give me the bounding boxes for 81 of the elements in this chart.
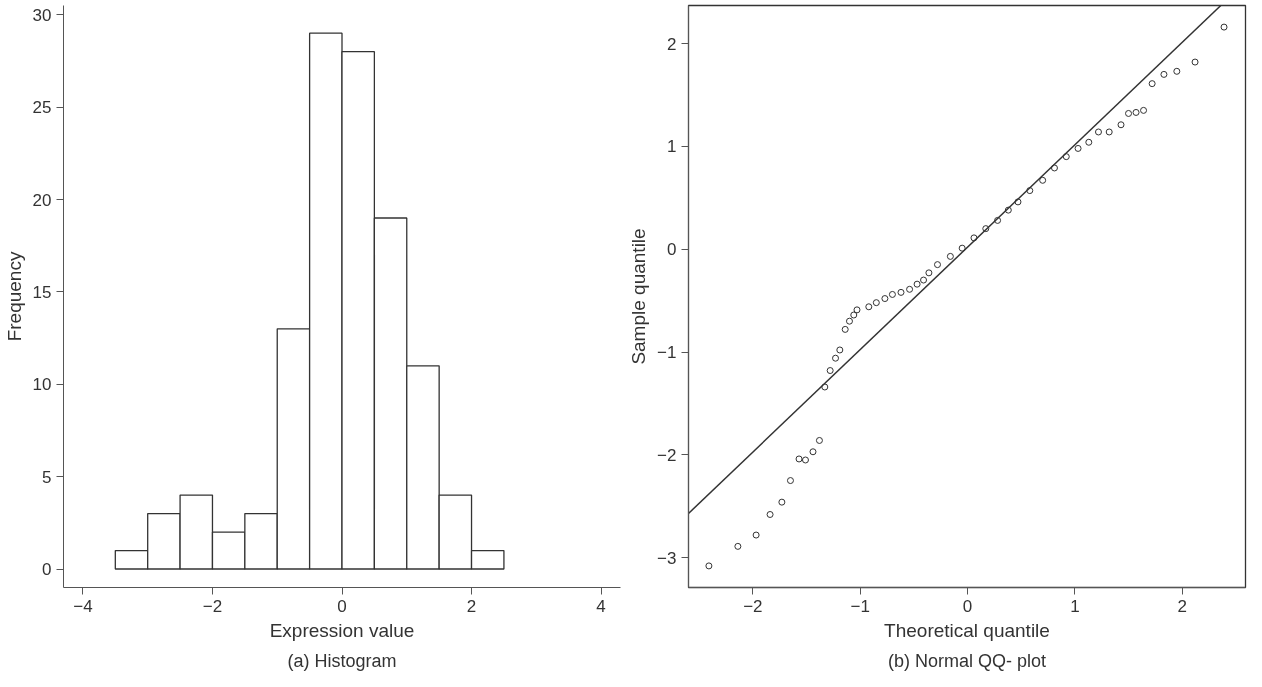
y-tick-label: 2: [667, 34, 677, 54]
y-tick-label: 25: [32, 98, 52, 118]
point: [1125, 109, 1133, 117]
point: [734, 542, 742, 550]
point: [705, 562, 713, 570]
x-tick-label: −2: [202, 596, 223, 616]
x-tick-label: 1: [1070, 596, 1080, 616]
point: [809, 448, 817, 456]
y-tick-label: 0: [667, 240, 677, 260]
y-tick-label: 30: [32, 5, 52, 25]
x-tick-label: −4: [73, 596, 93, 616]
point: [1050, 164, 1058, 172]
text: (b) Normal QQ- plot: [887, 650, 1047, 671]
point: [1039, 176, 1047, 184]
point: [1140, 106, 1148, 114]
point: [1105, 128, 1113, 136]
x-tick-label: 0: [962, 596, 973, 616]
x-tick-label: 0: [337, 596, 347, 616]
x-axis-title: Expression value: [269, 619, 415, 641]
point: [1191, 58, 1199, 66]
point: [1062, 153, 1070, 161]
point: [958, 244, 966, 252]
point: [826, 367, 834, 375]
x-axis-title: Theoretical quantile: [884, 619, 1050, 641]
point: [845, 317, 853, 325]
point: [913, 280, 921, 288]
point: [786, 477, 794, 485]
point: [1026, 187, 1034, 195]
point: [821, 383, 829, 391]
point: [1117, 121, 1125, 129]
point: [815, 436, 823, 444]
point: [778, 498, 786, 506]
point: [970, 234, 978, 242]
point: [1160, 70, 1168, 78]
y-tick-label: 5: [42, 467, 52, 487]
point: [1148, 80, 1156, 88]
x-tick-label: −2: [743, 596, 763, 616]
y-tick-label: 0: [42, 560, 52, 580]
y-tick-label: 1: [667, 137, 677, 157]
x-tick-label: 2: [466, 596, 477, 616]
point: [906, 285, 914, 293]
y-tick-label: 15: [32, 282, 52, 302]
y-axis-title: Frequency: [3, 251, 25, 342]
x-tick-label: 2: [1177, 596, 1187, 616]
y-tick-label: 10: [32, 375, 52, 395]
point: [766, 511, 774, 518]
point: [1014, 198, 1022, 206]
point: [836, 346, 844, 354]
y-tick-label: 20: [32, 190, 52, 210]
point: [865, 303, 873, 311]
y-tick-label: −3: [657, 548, 677, 568]
point: [850, 311, 858, 319]
point: [920, 276, 928, 284]
point: [881, 295, 889, 303]
point: [1074, 144, 1082, 152]
x-tick-label: −1: [850, 596, 870, 616]
point: [925, 269, 933, 277]
point: [1173, 67, 1181, 75]
point: [994, 216, 1002, 224]
x-tick-label: 4: [596, 596, 606, 616]
point: [1132, 108, 1140, 116]
y-axis-title: Sample quantile: [628, 228, 650, 365]
point: [795, 455, 803, 463]
point: [933, 261, 941, 269]
text: (a) Histogram: [287, 650, 397, 671]
point: [853, 306, 861, 314]
y-tick-label: −1: [657, 343, 677, 363]
point: [888, 290, 896, 298]
point: [1085, 138, 1093, 146]
point: [1094, 128, 1102, 136]
point: [752, 531, 760, 539]
point: [801, 456, 809, 464]
point: [946, 252, 954, 260]
point: [897, 288, 905, 296]
point: [1004, 206, 1012, 214]
point: [832, 354, 840, 362]
point: [872, 299, 880, 307]
point: [982, 225, 990, 233]
point: [841, 325, 849, 333]
point: [1220, 23, 1228, 31]
y-tick-label: −2: [657, 445, 677, 465]
